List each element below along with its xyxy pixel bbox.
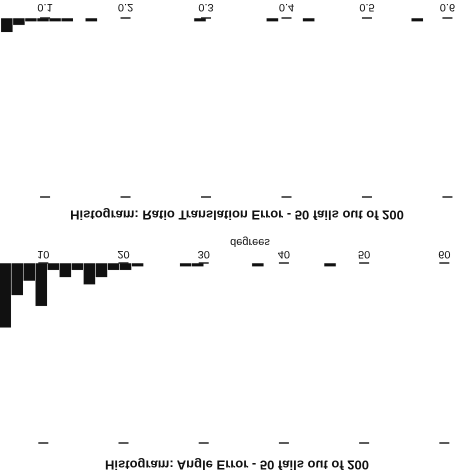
x-tick-label: 10 [37,248,49,260]
bar [83,262,96,285]
bar [10,262,24,296]
bar [59,262,72,278]
bar [0,262,12,329]
bar [107,262,120,271]
bar [35,262,48,307]
bar [193,17,207,22]
bar [24,17,38,22]
bar [60,17,74,22]
bar [95,262,108,278]
bar [47,262,60,271]
x-tick-label: 60 [438,248,450,260]
bar [251,262,265,267]
bar [302,17,315,22]
x-axis-label: degrees [230,236,270,248]
chart-title: Histogram: Ratio Translation Error - 50 … [70,208,404,223]
bar [85,17,98,22]
bar [191,262,204,267]
chart-title: Histogram: Angle Error - 50 fails out of… [105,458,369,473]
bar [23,262,36,282]
x-tick-label: 40 [278,248,290,260]
bar [410,17,424,22]
x-tick-label: 0.6 [440,1,455,13]
bar [179,262,192,267]
x-tick-label: 0.1 [37,1,52,13]
x-tick-label: 0.3 [198,1,213,13]
bar [266,17,279,22]
bar [323,262,337,267]
bar [12,17,26,26]
bar [48,17,62,22]
x-tick-label: 0.4 [279,1,294,13]
bar [131,262,144,267]
bar [0,17,14,33]
x-tick-label: 30 [198,248,210,260]
x-tick-label: 20 [117,248,129,260]
x-tick-label: 0.2 [118,1,133,13]
x-tick-label: 50 [358,248,370,260]
bar [71,262,84,271]
bar [119,262,132,271]
x-tick-label: 0.5 [359,1,374,13]
